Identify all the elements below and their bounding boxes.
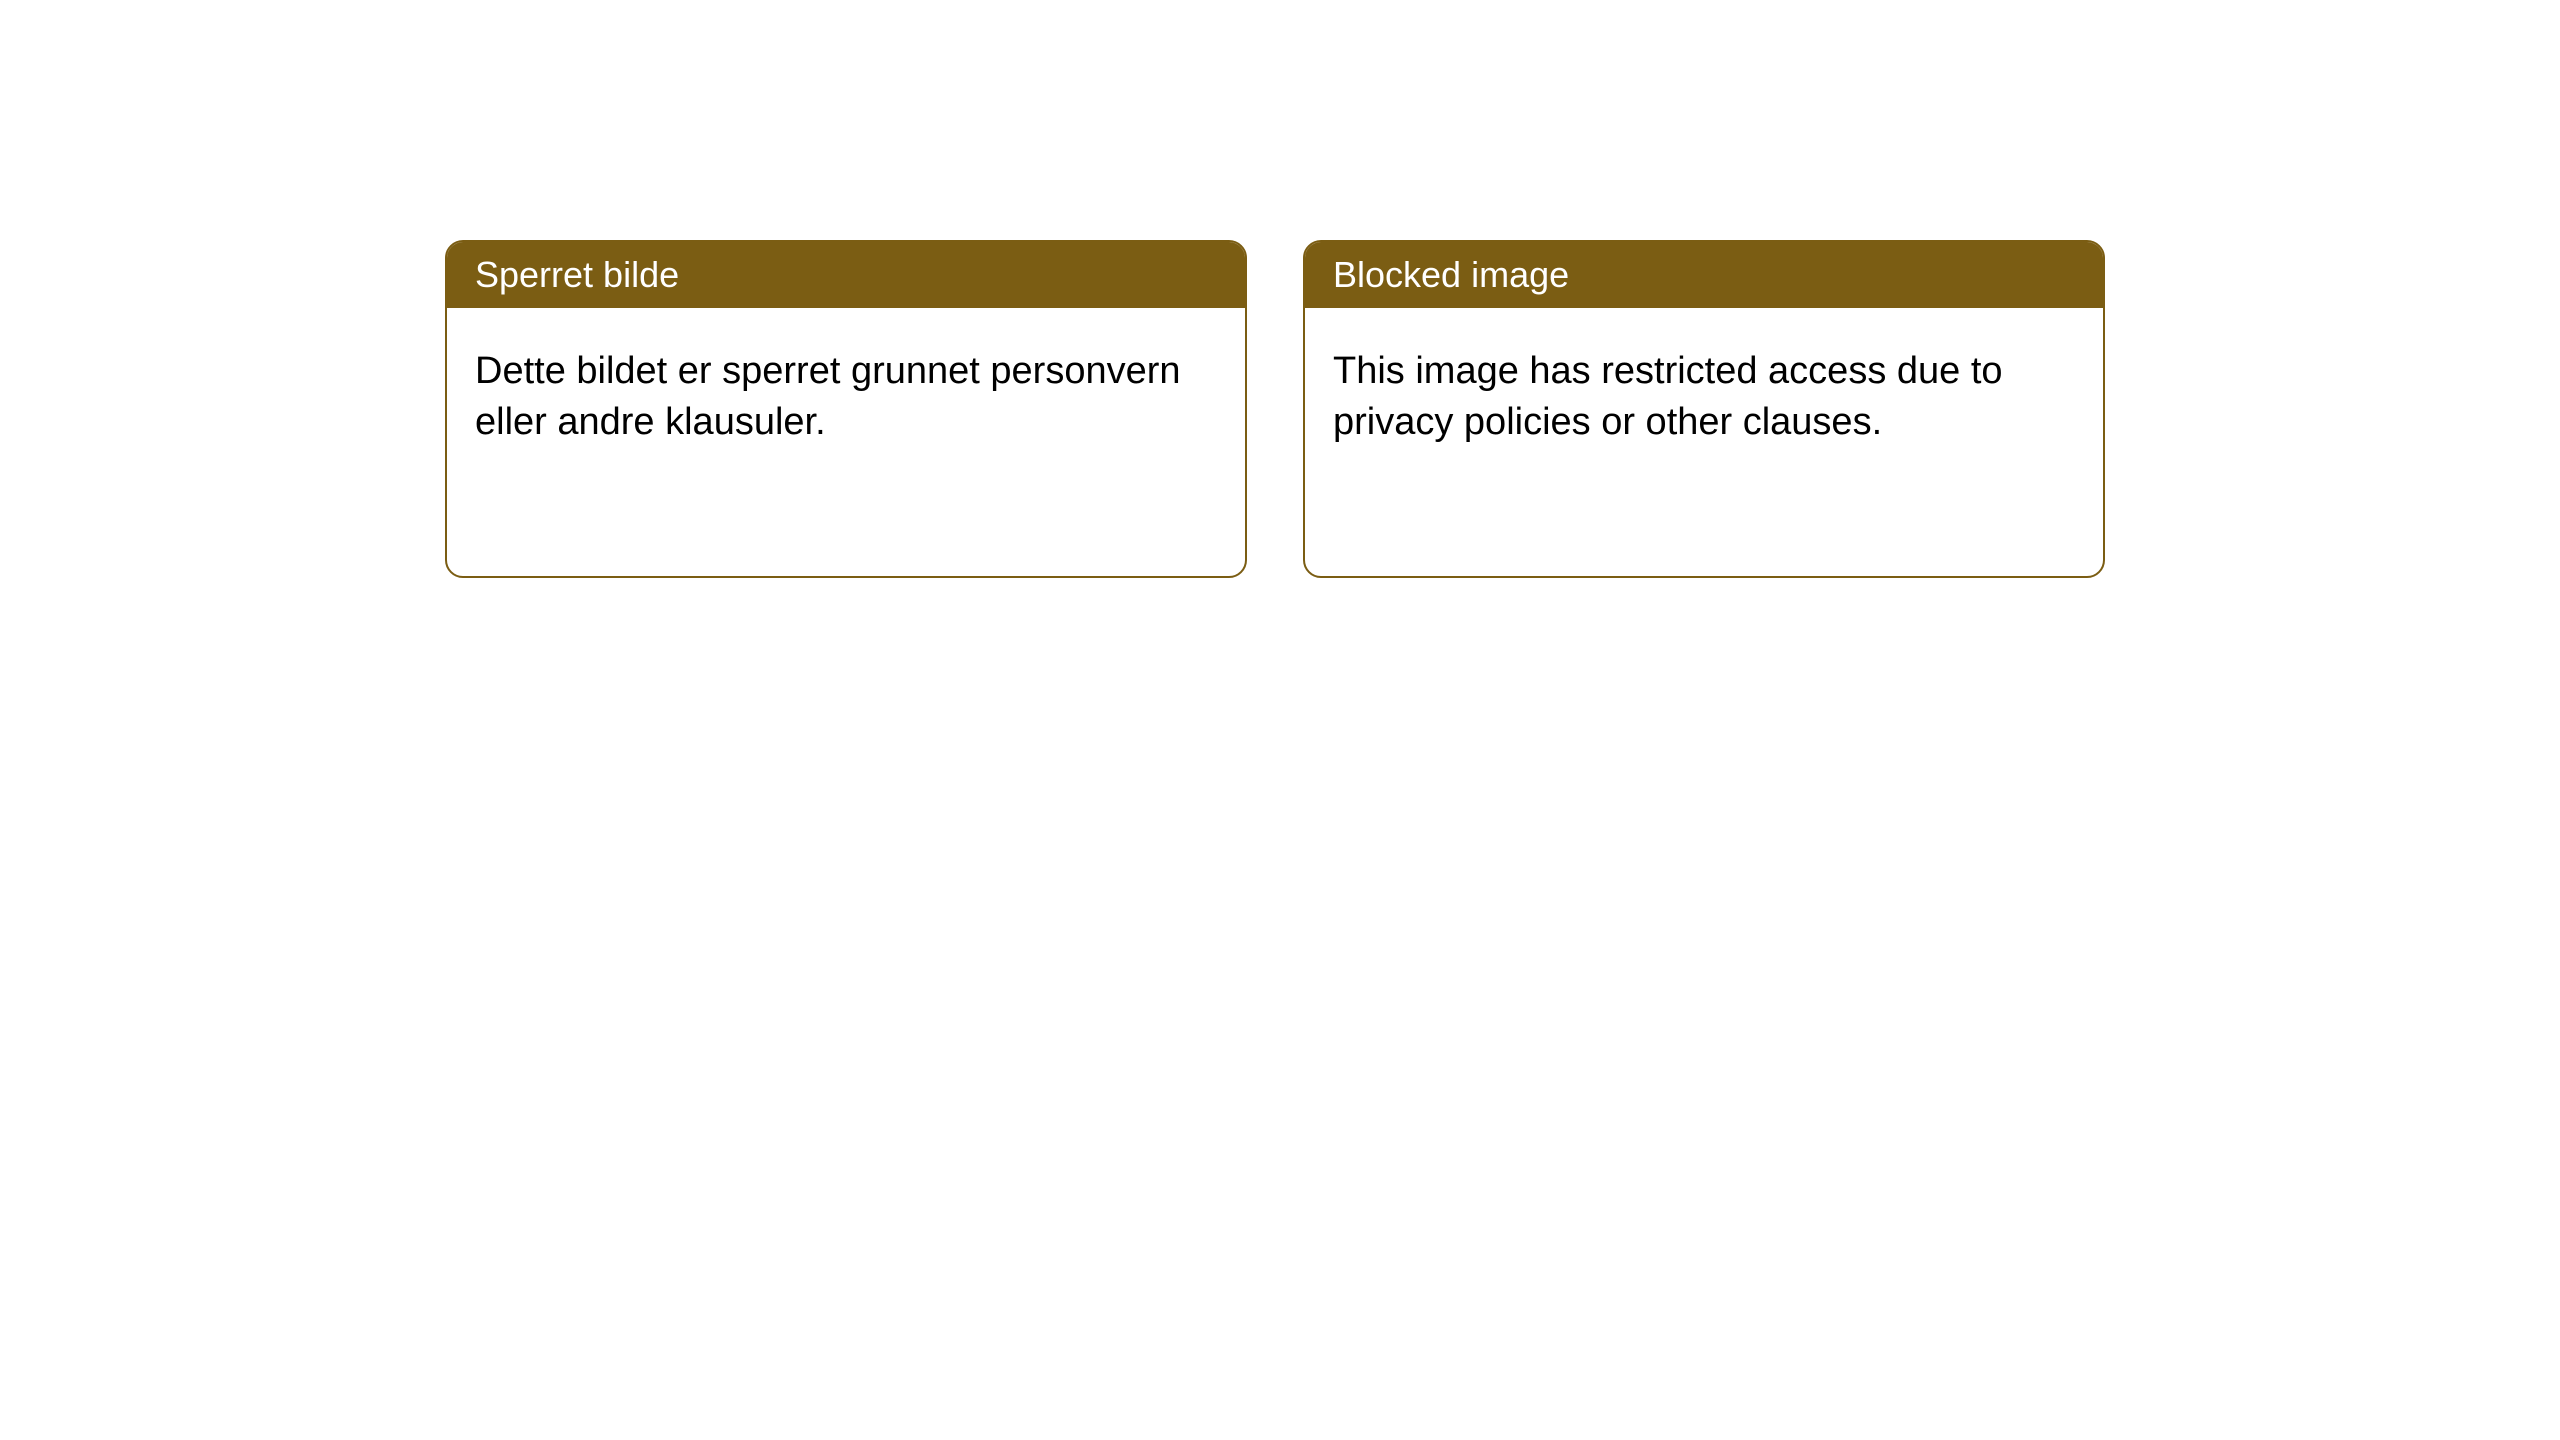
notice-container: Sperret bilde Dette bildet er sperret gr… xyxy=(445,240,2105,578)
card-body-norwegian: Dette bildet er sperret grunnet personve… xyxy=(447,308,1245,487)
card-body-english: This image has restricted access due to … xyxy=(1305,308,2103,487)
blocked-image-card-norwegian: Sperret bilde Dette bildet er sperret gr… xyxy=(445,240,1247,578)
card-header-english: Blocked image xyxy=(1305,242,2103,308)
blocked-image-card-english: Blocked image This image has restricted … xyxy=(1303,240,2105,578)
card-header-norwegian: Sperret bilde xyxy=(447,242,1245,308)
